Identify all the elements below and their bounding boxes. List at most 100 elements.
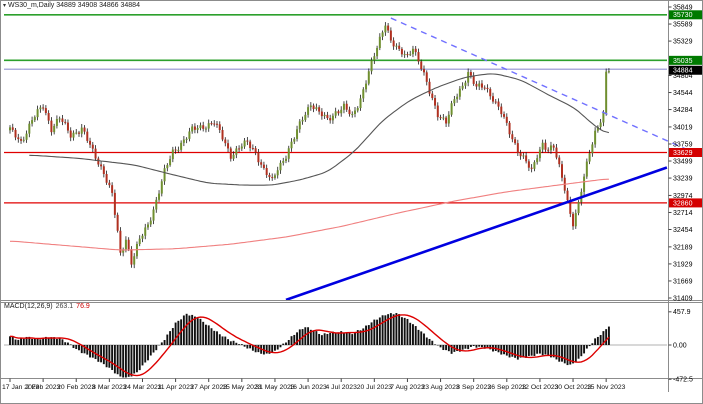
macd-main-value: 263.1	[55, 303, 74, 310]
candle-down	[483, 87, 486, 89]
candle-down	[425, 72, 428, 82]
trendlines-layer[interactable]	[285, 17, 690, 302]
candle-up	[588, 153, 591, 162]
candle-up	[287, 148, 290, 159]
candle-down	[423, 69, 425, 73]
candle-up	[409, 54, 412, 56]
candle-down	[11, 127, 14, 130]
candle-up	[602, 112, 605, 123]
candle-up	[365, 83, 368, 90]
candle-down	[511, 134, 514, 140]
candle-up	[53, 125, 56, 133]
price-axis[interactable]: 35849 35589 35329 34804 34544 34284 34019 33759…	[668, 4, 693, 302]
candle-up	[124, 239, 127, 250]
date-label: 17 Jan 2023	[2, 384, 40, 391]
candle-down	[500, 106, 503, 115]
candle-down	[505, 116, 508, 123]
date-label: 26 Sep 2023	[488, 384, 527, 391]
candle-down	[251, 148, 254, 150]
candle-up	[403, 54, 406, 56]
candle-up	[458, 88, 461, 97]
candle-down	[530, 167, 533, 169]
candle-down	[525, 155, 528, 162]
candle-up	[583, 176, 586, 192]
candle-down	[544, 142, 547, 150]
candle-up	[155, 199, 158, 210]
price-badge-label: 32860	[673, 200, 693, 207]
candle-up	[376, 48, 379, 57]
price-label: 31409	[673, 295, 693, 302]
candle-down	[89, 140, 92, 145]
chart-title-ohlc: 34889 34908 34866 34884	[56, 2, 140, 9]
candle-up	[122, 249, 125, 253]
candle-down	[119, 230, 122, 253]
date-label: 7 Aug 2023	[390, 384, 425, 391]
price-badge-label: 35035	[673, 58, 693, 65]
candle-down	[224, 139, 227, 144]
candle-down	[572, 213, 575, 227]
macd-pane[interactable]	[4, 313, 668, 379]
candle-down	[558, 157, 561, 165]
price-label: 33239	[673, 175, 693, 182]
candle-down	[202, 125, 205, 129]
candle-down	[78, 132, 80, 134]
date-label: 2 Feb 2023	[26, 384, 61, 391]
macd-axis-label: 0.00	[673, 342, 687, 349]
candle-down	[227, 143, 230, 149]
candle-down	[83, 127, 86, 132]
candle-down	[434, 98, 437, 106]
candle-up	[594, 130, 597, 145]
candle-up	[591, 144, 594, 154]
candle-down	[547, 149, 550, 151]
macd-signal-value: 76.9	[76, 303, 90, 310]
date-label: 11 Apr 2023	[158, 384, 194, 391]
candle-down	[86, 131, 89, 141]
date-label: 23 Aug 2023	[421, 384, 459, 391]
candle-up	[461, 85, 464, 89]
candle-down	[387, 25, 390, 31]
candle-up	[351, 113, 354, 115]
symbol-dropdown-icon[interactable]: ▾	[3, 3, 7, 9]
trendline	[285, 166, 668, 302]
candle-up	[273, 175, 276, 178]
candle-down	[249, 141, 252, 149]
price-badge	[669, 10, 702, 20]
candle-down	[514, 139, 517, 144]
candle-down	[44, 108, 47, 114]
date-label: 12 Oct 2023	[521, 384, 558, 391]
candle-up	[411, 48, 414, 55]
candle-down	[265, 168, 268, 175]
macd-label: MACD(12,26,9) 263.1 76.9	[4, 303, 90, 310]
ma-slow-line	[10, 178, 609, 251]
candle-up	[75, 132, 78, 134]
candle-down	[105, 174, 108, 183]
candle-up	[31, 120, 34, 124]
candle-down	[428, 81, 431, 94]
price-label: 33759	[673, 141, 693, 148]
candle-down	[480, 83, 483, 88]
candle-up	[342, 103, 345, 110]
trendline	[390, 17, 690, 152]
macd-axis[interactable]: 457.9 0.00 -472.5	[668, 309, 693, 384]
candle-up	[395, 45, 398, 47]
candle-down	[312, 105, 315, 110]
candle-up	[599, 122, 602, 127]
candle-up	[133, 256, 136, 265]
candle-up	[354, 110, 356, 114]
candle-down	[494, 101, 497, 103]
candle-down	[69, 130, 72, 138]
price-label: 35329	[673, 38, 693, 45]
candle-down	[497, 101, 500, 107]
candle-up	[39, 107, 42, 110]
candle-down	[566, 190, 569, 201]
candles-layer[interactable]	[9, 22, 610, 269]
candle-up	[185, 138, 188, 140]
price-label: 34019	[673, 124, 693, 131]
candle-up	[199, 125, 202, 129]
candle-up	[232, 154, 235, 159]
candle-up	[577, 202, 580, 214]
price-label: 35589	[673, 21, 693, 28]
candle-up	[80, 127, 83, 134]
